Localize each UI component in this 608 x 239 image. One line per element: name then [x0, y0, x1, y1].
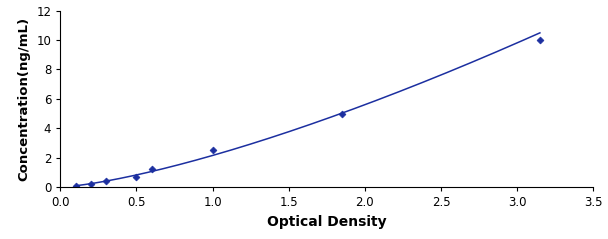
Y-axis label: Concentration(ng/mL): Concentration(ng/mL): [18, 17, 31, 181]
X-axis label: Optical Density: Optical Density: [267, 215, 387, 229]
